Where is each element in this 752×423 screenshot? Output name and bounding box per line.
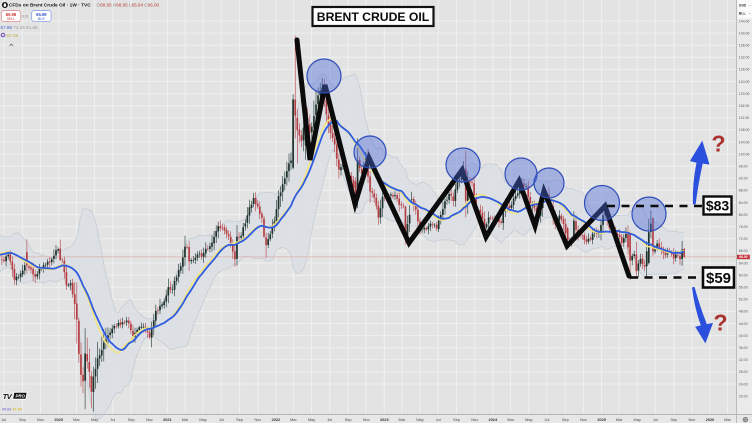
svg-text:45.66 47.44: 45.66 47.44 [2,407,23,411]
svg-text:65.98: 65.98 [6,12,17,17]
svg-text:Sep: Sep [670,417,677,422]
svg-text:60.00: 60.00 [739,273,748,277]
svg-text:BRENT CRUDE OIL: BRENT CRUDE OIL [317,10,430,24]
svg-text:88.00: 88.00 [739,189,748,193]
svg-text:112.00: 112.00 [739,116,749,120]
svg-text:Nov: Nov [37,417,44,422]
svg-text:O68.65 H68.95 L65.64 C66.00: O68.65 H68.95 L65.64 C66.00 [97,3,160,8]
svg-text:2023: 2023 [380,417,389,422]
svg-text:−: − [749,4,751,8]
svg-text:CFDs on Brent Crude Oil · 1W ·: CFDs on Brent Crude Oil · 1W · TVC [9,3,91,9]
svg-text:48.00: 48.00 [739,310,748,314]
svg-text:124.00: 124.00 [739,80,750,84]
svg-text:66.00: 66.00 [739,255,747,259]
svg-text:67.96 74.26 61.66: 67.96 74.26 61.66 [1,25,38,30]
svg-text:128.00: 128.00 [739,68,750,72]
svg-text:Jul: Jul [544,417,549,422]
svg-text:Mar: Mar [724,417,731,422]
svg-text:Mar: Mar [616,417,623,422]
svg-text:2024: 2024 [488,417,497,422]
svg-text:108.00: 108.00 [739,128,750,132]
svg-text:24.00: 24.00 [739,382,748,386]
svg-text:Nov: Nov [471,417,478,422]
svg-text:92.00: 92.00 [739,177,748,181]
svg-text:Jul: Jul [327,417,332,422]
svg-text:67.26: 67.26 [7,33,19,38]
svg-text:Nov: Nov [688,417,695,422]
svg-text:72.00: 72.00 [739,237,748,241]
svg-text:Jul: Jul [219,417,224,422]
svg-text:116.00: 116.00 [739,104,749,108]
svg-text:140.00: 140.00 [739,31,750,35]
svg-text:120.00: 120.00 [739,92,750,96]
svg-text:44.00: 44.00 [739,322,748,326]
svg-text:May: May [525,417,532,422]
svg-text:Sep: Sep [562,417,569,422]
svg-text:Sep: Sep [128,417,135,422]
svg-text:104.00: 104.00 [739,140,750,144]
svg-text:Mar: Mar [182,417,189,422]
svg-text:32.00: 32.00 [739,358,748,362]
svg-text:$83: $83 [706,198,730,214]
svg-text:100.00: 100.00 [739,152,750,156]
svg-text:28.00: 28.00 [739,370,748,374]
svg-text:Sep: Sep [345,417,352,422]
svg-text:May: May [634,417,641,422]
svg-text:Jul: Jul [1,417,6,422]
svg-text:2025: 2025 [597,417,606,422]
svg-text:56.00: 56.00 [739,286,748,290]
svg-text:May: May [308,417,315,422]
svg-text:80.00: 80.00 [739,213,748,217]
svg-text:2026: 2026 [706,417,715,422]
svg-text:52.00: 52.00 [739,298,748,302]
svg-text:76.00: 76.00 [739,225,748,229]
svg-text:96.00: 96.00 [739,165,748,169]
svg-text:Nov: Nov [363,417,370,422]
svg-text:?: ? [711,130,725,156]
svg-text:USD: USD [739,4,747,8]
svg-text:Nov: Nov [580,417,587,422]
svg-text:Sep: Sep [19,417,26,422]
svg-text:BLL: BLL [739,11,747,15]
svg-text:Jul: Jul [436,417,441,422]
svg-text:Nov: Nov [254,417,261,422]
svg-text:36.00: 36.00 [739,346,748,350]
svg-text:Sep: Sep [453,417,460,422]
svg-text:PRO: PRO [16,393,26,398]
svg-text:65.99: 65.99 [36,12,47,17]
svg-text:68.00: 68.00 [739,249,748,253]
svg-text:$59: $59 [706,270,731,287]
svg-text:144.00: 144.00 [739,19,750,23]
svg-text:May: May [416,417,423,422]
svg-text:64.00: 64.00 [739,261,748,265]
svg-text:SELL: SELL [7,17,15,21]
svg-text:TV: TV [3,392,13,401]
svg-text:2021: 2021 [163,417,172,422]
svg-text:40.00: 40.00 [739,334,748,338]
svg-text:Mar: Mar [73,417,80,422]
svg-text:Mar: Mar [399,417,406,422]
svg-text:?: ? [713,309,727,335]
svg-text:May: May [199,417,206,422]
svg-text:Sep: Sep [236,417,243,422]
svg-text:20.00: 20.00 [739,394,748,398]
svg-text:136.00: 136.00 [739,44,750,48]
svg-text:BUY: BUY [38,17,46,21]
svg-text:Mar: Mar [290,417,297,422]
svg-text:2020: 2020 [54,417,63,422]
svg-text:Jul: Jul [110,417,115,422]
svg-text:−: − [749,11,751,15]
svg-text:2022: 2022 [272,417,281,422]
svg-text:84.00: 84.00 [739,201,748,205]
svg-text:Nov: Nov [146,417,153,422]
svg-text:132.00: 132.00 [739,56,750,60]
svg-text:May: May [91,417,98,422]
svg-text:Jul: Jul [653,417,658,422]
svg-text:0.01: 0.01 [22,14,29,18]
svg-text:Mar: Mar [507,417,514,422]
